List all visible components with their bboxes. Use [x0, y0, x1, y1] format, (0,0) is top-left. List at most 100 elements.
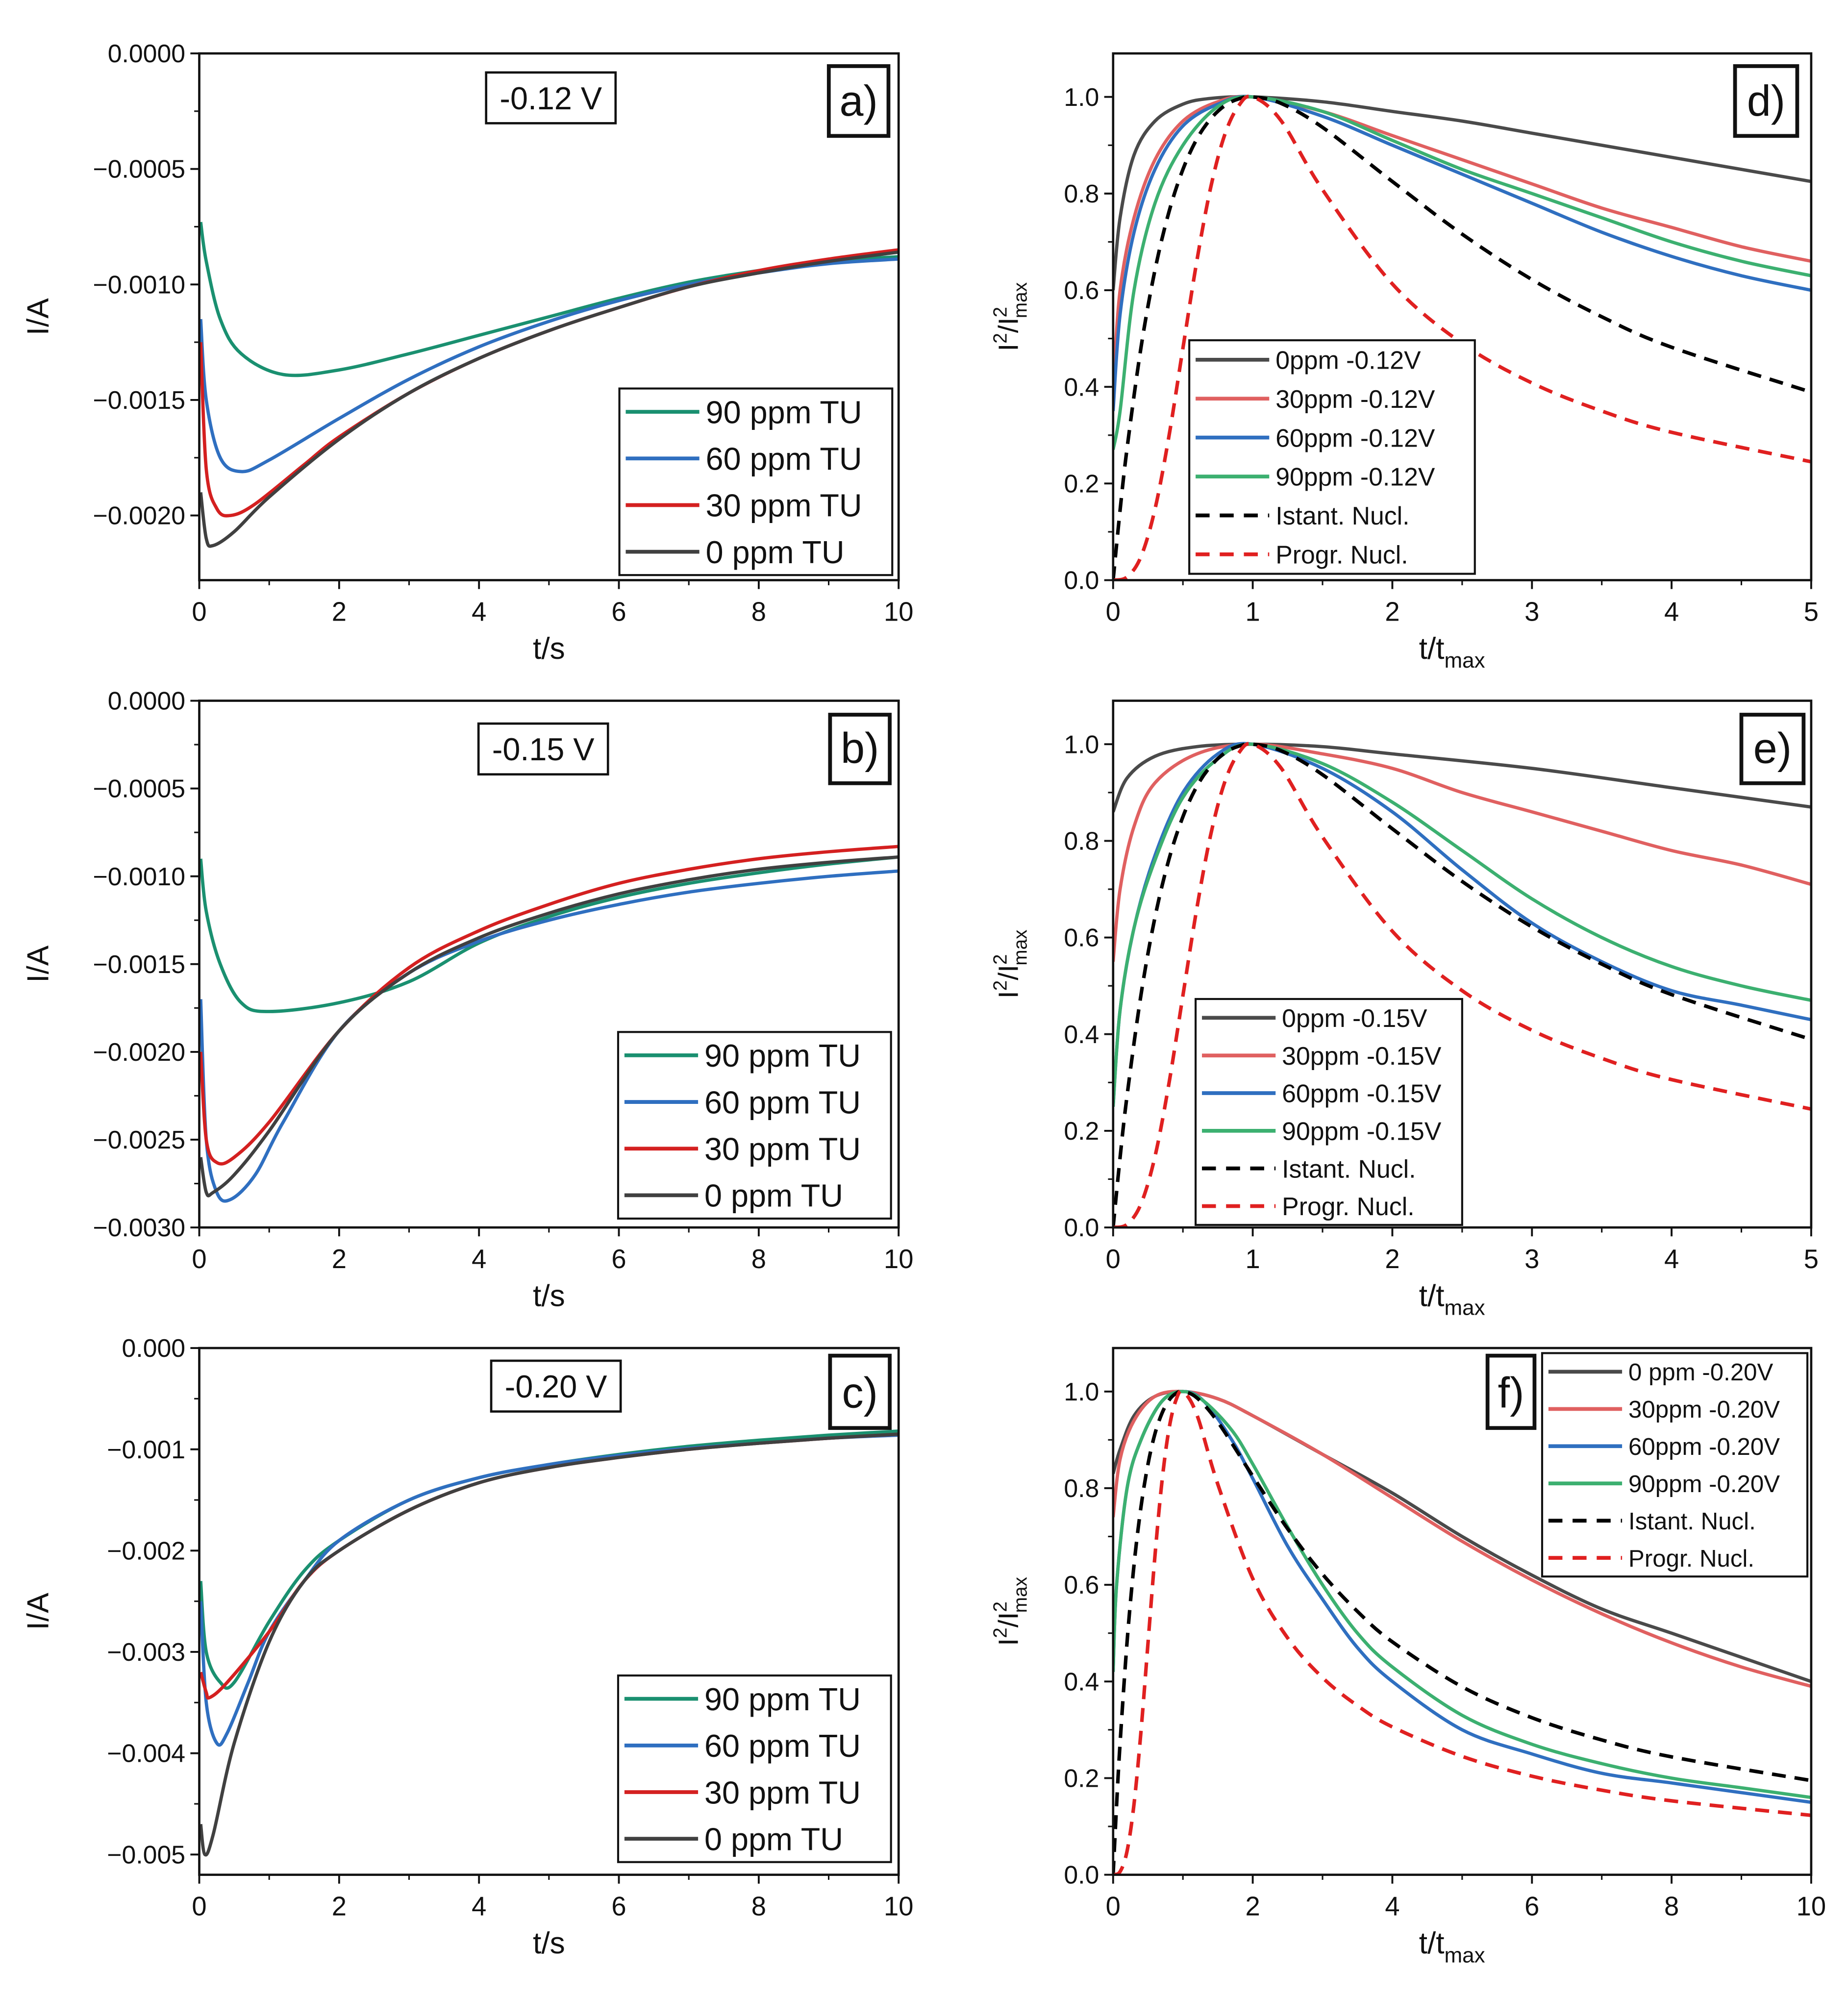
- series-line-progr-nucl-: [1113, 94, 1811, 580]
- panel-label: b): [841, 724, 879, 772]
- y-tick-label: −0.0020: [93, 1038, 185, 1066]
- x-tick-label: 4: [1664, 597, 1679, 626]
- x-tick-label: 6: [611, 1244, 626, 1274]
- x-tick-label: 2: [332, 597, 347, 626]
- y-tick-label: 1.0: [1064, 730, 1099, 758]
- panel-label-box: [826, 64, 891, 138]
- series-group: [199, 1429, 899, 1857]
- x-axis-label: t/s: [533, 1279, 565, 1313]
- series-line-90ppm-0-20v: [1113, 1390, 1811, 1799]
- legend-label: 60 ppm TU: [704, 1728, 861, 1764]
- series-line-90ppm-0-12v: [1113, 95, 1811, 450]
- x-axis-label: t/tmax: [1419, 1926, 1485, 1967]
- y-tick-label: 0.000: [122, 1334, 185, 1362]
- y-tick-label: −0.0025: [93, 1125, 185, 1154]
- series-line-0-ppm-tu: [199, 250, 899, 548]
- series-group: [1113, 1389, 1811, 1875]
- x-axis-label: t/tmax: [1419, 1279, 1485, 1320]
- y-tick-label: −0.0030: [93, 1213, 185, 1242]
- legend-label: 30 ppm TU: [704, 1131, 861, 1167]
- legend-box: [1195, 998, 1463, 1226]
- x-tick-label: 2: [332, 1244, 347, 1274]
- y-tick-label: 0.0000: [108, 39, 185, 68]
- y-tick-label: −0.005: [107, 1840, 185, 1869]
- y-axis-label: I/A: [21, 1593, 55, 1630]
- y-tick-label: −0.0005: [93, 774, 185, 803]
- y-tick-label: 0.4: [1064, 1020, 1099, 1049]
- y-tick-label: 0.2: [1064, 469, 1099, 498]
- y-tick-label: −0.0010: [93, 862, 185, 891]
- x-tick-label: 3: [1524, 597, 1539, 626]
- y-tick-label: −0.0015: [93, 950, 185, 978]
- series-group: [1113, 742, 1811, 1228]
- legend-label: 90ppm -0.15V: [1282, 1117, 1442, 1145]
- series-line-30ppm-0-15v: [1113, 742, 1811, 962]
- x-tick-label: 2: [332, 1891, 347, 1921]
- x-tick-label: 4: [472, 597, 486, 626]
- voltage-annotation-box: [490, 1359, 622, 1413]
- chart-panel-e: 0 1 2 3 4 5 0.0 0.2 0.4 0.6 0.8 1.0 t/tmax I2/I2max e)…: [990, 699, 1819, 1320]
- y-tick-label: −0.002: [107, 1536, 185, 1565]
- y-tick-label: −0.003: [107, 1638, 185, 1666]
- y-tick-label: 0.6: [1064, 924, 1099, 952]
- legend-label: 60 ppm TU: [704, 1084, 861, 1120]
- panel-label-box: [828, 1353, 892, 1430]
- series-line-istant-nucl-: [1113, 1389, 1811, 1875]
- x-tick-label: 10: [1797, 1891, 1826, 1921]
- x-tick-label: 4: [1664, 1244, 1679, 1274]
- y-tick-label: 1.0: [1064, 1377, 1099, 1406]
- x-tick-label: 10: [884, 1244, 913, 1274]
- series-group: [1113, 94, 1811, 580]
- legend-label: 30ppm -0.12V: [1275, 385, 1435, 413]
- panel-label: d): [1747, 76, 1785, 125]
- x-tick-label: 2: [1385, 1244, 1399, 1274]
- panel-label-box: [1733, 64, 1799, 138]
- legend-label: 30ppm -0.15V: [1282, 1042, 1442, 1070]
- series-line-istant-nucl-: [1113, 742, 1811, 1228]
- legend-label: 0 ppm TU: [706, 534, 845, 570]
- y-tick-label: 0.8: [1064, 179, 1099, 208]
- x-tick-label: 0: [192, 597, 206, 626]
- legend-box: [1541, 1352, 1809, 1578]
- series-group: [199, 222, 899, 548]
- legend-label: 60ppm -0.15V: [1282, 1079, 1442, 1108]
- x-tick-label: 0: [1106, 1244, 1121, 1274]
- plot-frame: [198, 1347, 900, 1876]
- plot-frame: [1112, 699, 1813, 1229]
- y-axis-label: I/A: [21, 298, 55, 336]
- y-tick-label: 0.4: [1064, 1667, 1099, 1696]
- panel-label-box: [828, 713, 892, 785]
- panel-label: c): [842, 1369, 878, 1417]
- x-tick-label: 6: [611, 597, 626, 626]
- legend-label: Istant. Nucl.: [1628, 1508, 1756, 1535]
- panel-label: e): [1753, 724, 1792, 772]
- y-tick-label: 1.0: [1064, 83, 1099, 111]
- series-line-istant-nucl-: [1113, 95, 1811, 580]
- legend-label: 90ppm -0.12V: [1275, 463, 1435, 491]
- x-tick-label: 2: [1246, 1891, 1260, 1921]
- y-axis-label: I2/I2max: [990, 929, 1031, 999]
- legend-label: Progr. Nucl.: [1275, 541, 1408, 569]
- series-line-0ppm-0-12v: [1113, 95, 1811, 291]
- legend-label: Istant. Nucl.: [1275, 501, 1409, 530]
- legend-box: [617, 1674, 892, 1863]
- panel-label: a): [840, 76, 878, 125]
- voltage-annotation-box: [477, 722, 609, 776]
- legend-label: 0ppm -0.12V: [1275, 346, 1421, 375]
- x-tick-label: 2: [1385, 597, 1399, 626]
- x-tick-label: 3: [1524, 1244, 1539, 1274]
- x-tick-label: 6: [611, 1891, 626, 1921]
- legend-box: [1188, 339, 1476, 575]
- voltage-annotation: -0.15 V: [492, 731, 595, 767]
- chart-panel-c: 0 2 4 6 8 10 0.000 −0.001 −0.002 −0.003 −0.004 −0.0…: [21, 1334, 913, 1960]
- plot-frame: [1112, 52, 1813, 581]
- x-tick-label: 0: [192, 1244, 206, 1274]
- x-tick-label: 4: [472, 1891, 486, 1921]
- y-tick-label: 0.0: [1064, 1861, 1099, 1889]
- series-line-30-ppm-tu: [199, 845, 899, 1166]
- y-tick-label: −0.001: [107, 1435, 185, 1464]
- series-line-30ppm-0-20v: [1113, 1390, 1811, 1688]
- legend-label: 60ppm -0.20V: [1628, 1433, 1780, 1460]
- x-tick-label: 1: [1246, 597, 1260, 626]
- y-tick-label: −0.004: [107, 1739, 185, 1768]
